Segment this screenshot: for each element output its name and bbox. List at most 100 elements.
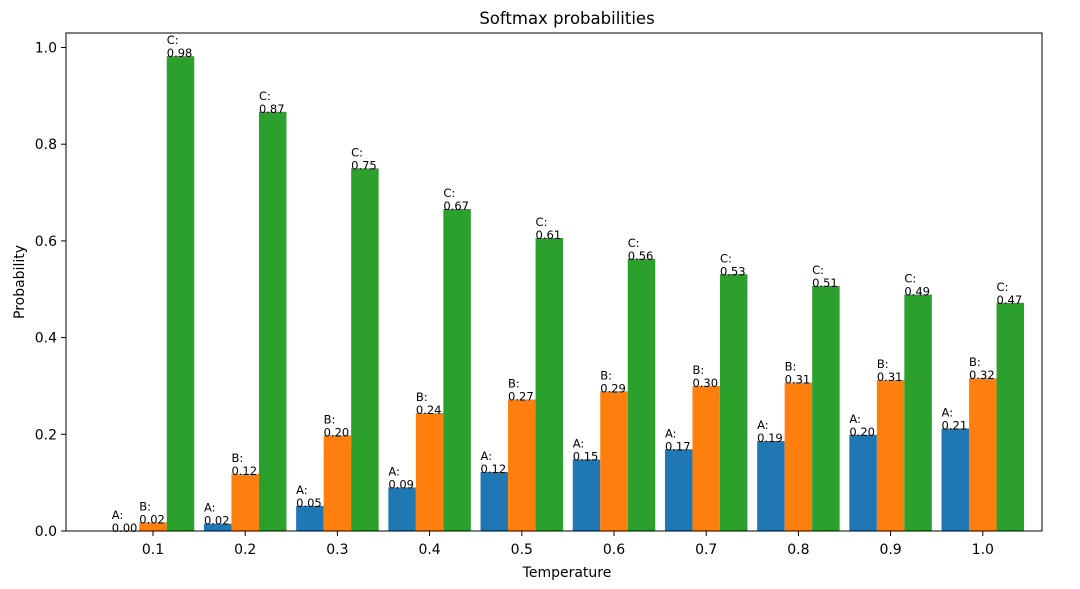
bar-c-0.8 — [812, 285, 840, 531]
y-axis-title: Probability — [12, 245, 28, 319]
bar-value-b-0.7: 0.30 — [692, 376, 718, 390]
bar-c-1.0 — [996, 302, 1025, 531]
bar-value-a-0.9: 0.20 — [849, 425, 875, 439]
bar-value-a-0.3: 0.05 — [296, 496, 322, 510]
bar-value-a-0.6: 0.15 — [573, 449, 599, 463]
bar-b-0.4 — [415, 413, 444, 531]
bar-value-a-1.0: 0.21 — [942, 418, 968, 432]
bar-label-a-0.3: A: — [296, 483, 308, 497]
bar-b-0.1 — [139, 522, 167, 531]
x-tick-label-0.3: 0.3 — [326, 542, 348, 558]
bar-label-c-0.6: C: — [628, 236, 640, 250]
bar-b-1.0 — [969, 378, 997, 531]
x-tick-label-0.4: 0.4 — [418, 542, 440, 558]
bar-label-b-1.0: B: — [969, 355, 981, 369]
x-tick-label-0.1: 0.1 — [142, 542, 164, 558]
bar-value-b-0.5: 0.27 — [508, 389, 534, 403]
plot-area: A:0.00A:0.02A:0.05A:0.09A:0.12A:0.15A:0.… — [35, 32, 1043, 558]
bar-label-a-0.4: A: — [388, 464, 400, 478]
bar-label-b-0.9: B: — [877, 357, 889, 371]
bar-b-0.6 — [600, 391, 628, 531]
bar-c-0.1 — [166, 56, 195, 532]
bar-label-b-0.4: B: — [416, 390, 428, 404]
bar-label-a-0.5: A: — [481, 449, 493, 463]
chart-title: Softmax probabilities — [479, 9, 654, 28]
bar-value-b-0.3: 0.20 — [324, 425, 350, 439]
y-tick-label-0.4: 0.4 — [35, 331, 57, 347]
x-tick-label-0.5: 0.5 — [511, 542, 533, 558]
y-tick-label-0.2: 0.2 — [35, 427, 57, 443]
bar-value-c-0.6: 0.56 — [628, 249, 654, 263]
bar-value-b-0.6: 0.29 — [600, 381, 626, 395]
bar-b-0.8 — [784, 382, 813, 531]
bar-value-b-0.4: 0.24 — [416, 403, 442, 417]
bar-label-a-0.7: A: — [665, 426, 677, 440]
bar-label-c-0.4: C: — [443, 186, 455, 200]
bar-value-c-0.9: 0.49 — [904, 285, 930, 299]
bar-c-0.7 — [719, 274, 748, 531]
x-tick-label-0.8: 0.8 — [787, 542, 809, 558]
bar-a-1.0 — [941, 428, 970, 531]
y-tick-label-0.0: 0.0 — [35, 524, 57, 540]
bar-value-c-0.7: 0.53 — [720, 264, 746, 278]
bar-label-c-0.7: C: — [720, 251, 732, 265]
bar-label-c-0.9: C: — [904, 272, 916, 286]
bar-a-0.8 — [757, 441, 785, 531]
bar-c-0.4 — [443, 208, 471, 531]
bar-a-0.7 — [664, 449, 693, 531]
bar-b-0.9 — [876, 380, 905, 531]
bar-b-0.3 — [323, 435, 352, 531]
bar-value-c-0.2: 0.87 — [259, 102, 285, 116]
bar-c-0.6 — [627, 258, 656, 531]
x-tick-label-0.7: 0.7 — [695, 542, 717, 558]
bar-a-0.3 — [296, 505, 324, 531]
bar-a-0.5 — [480, 472, 509, 531]
bar-label-a-0.2: A: — [204, 501, 216, 515]
bar-label-c-1.0: C: — [997, 280, 1009, 294]
bar-label-b-0.8: B: — [785, 360, 797, 374]
bar-value-a-0.5: 0.12 — [481, 462, 507, 476]
bar-label-c-0.3: C: — [351, 145, 363, 159]
bar-value-a-0.2: 0.02 — [204, 514, 230, 528]
bar-value-c-1.0: 0.47 — [997, 293, 1023, 307]
bar-b-0.7 — [692, 385, 720, 531]
bar-label-b-0.7: B: — [692, 363, 704, 377]
bar-a-0.2 — [203, 523, 232, 531]
bar-a-0.4 — [388, 487, 416, 531]
bar-label-c-0.2: C: — [259, 89, 271, 103]
bar-value-c-0.4: 0.67 — [443, 199, 469, 213]
bar-value-c-0.5: 0.61 — [536, 228, 562, 242]
bar-c-0.5 — [535, 238, 564, 531]
bar-value-a-0.4: 0.09 — [388, 477, 414, 491]
bar-value-b-0.1: 0.02 — [139, 512, 165, 526]
bar-value-c-0.3: 0.75 — [351, 158, 377, 172]
bar-c-0.9 — [904, 294, 932, 531]
axes-frame — [65, 32, 1043, 532]
bar-value-a-0.1: 0.00 — [112, 521, 138, 535]
bar-b-0.5 — [508, 399, 536, 531]
bar-label-b-0.1: B: — [139, 499, 151, 513]
bar-label-b-0.6: B: — [600, 368, 612, 382]
bar-label-a-0.8: A: — [757, 418, 769, 432]
bar-c-0.3 — [351, 168, 379, 531]
x-tick-label-1.0: 1.0 — [972, 542, 994, 558]
bar-value-b-0.2: 0.12 — [231, 464, 257, 478]
bar-value-c-0.8: 0.51 — [812, 276, 838, 290]
bar-c-0.2 — [258, 111, 287, 532]
bar-a-0.9 — [849, 434, 877, 531]
x-tick-label-0.9: 0.9 — [879, 542, 901, 558]
bar-label-c-0.1: C: — [167, 33, 179, 47]
bar-label-a-0.1: A: — [112, 508, 124, 522]
bar-a-0.6 — [572, 459, 601, 531]
x-tick-label-0.2: 0.2 — [234, 542, 256, 558]
bar-value-a-0.7: 0.17 — [665, 439, 691, 453]
bar-label-c-0.8: C: — [812, 263, 824, 277]
bar-label-a-0.6: A: — [573, 436, 585, 450]
y-tick-label-0.8: 0.8 — [35, 137, 57, 153]
bar-value-b-0.9: 0.31 — [877, 370, 903, 384]
bar-value-b-1.0: 0.32 — [969, 368, 995, 382]
bar-label-c-0.5: C: — [536, 215, 548, 229]
bar-label-b-0.5: B: — [508, 376, 520, 390]
y-tick-label-1.0: 1.0 — [35, 41, 57, 57]
